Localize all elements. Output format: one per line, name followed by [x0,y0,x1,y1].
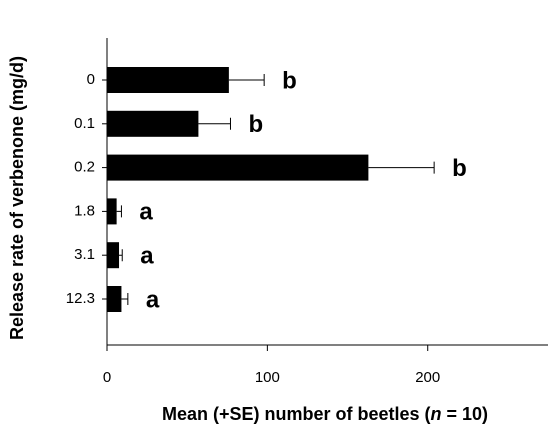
y-tick-label: 1.8 [74,202,95,219]
x-tick-label: 100 [255,369,280,386]
error-bar [228,74,265,86]
x-tick-label: 0 [103,369,111,386]
x-axis-label-part: n [431,404,442,424]
annotation: a [146,286,160,313]
y-tick-label: 0 [87,71,95,88]
bar [107,242,120,269]
x-axis-label-part: = 10) [442,404,489,424]
bar [107,286,122,312]
annotation: a [139,199,153,226]
annotation: b [282,67,297,94]
error-bar [368,161,435,174]
x-axis-label: Mean (+SE) number of beetles (n = 10) [162,404,488,424]
bar [107,67,229,93]
annotation: b [452,155,467,182]
bar [107,154,369,181]
annotation: b [248,111,263,138]
error-bar [121,293,129,305]
y-tick-label: 0.2 [74,159,95,176]
x-axis-label-part: Mean (+SE) number of beetles ( [162,404,431,424]
error-bar [198,117,231,130]
bar [107,198,117,225]
bar [107,110,199,137]
y-tick-label: 3.1 [74,246,95,263]
y-tick-label: 0.1 [74,115,95,132]
error-bar [116,205,122,218]
error-bar [119,249,123,262]
annotation: a [140,243,154,270]
x-tick-label: 200 [415,369,440,386]
y-axis-label: Release rate of verbenone (mg/d) [7,56,27,340]
y-tick-label: 12.3 [66,290,95,307]
